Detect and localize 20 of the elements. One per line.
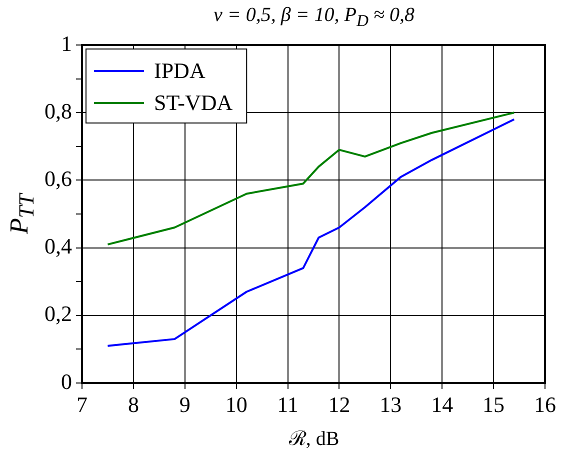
y-tick-label: 1: [61, 30, 72, 56]
x-tick-label: 13: [380, 392, 402, 417]
y-tick-label: 0: [61, 368, 72, 394]
chart-title: ν = 0,5, β = 10, P$_{D}$ ≈ 0,8: [213, 4, 415, 31]
x-tick-label: 14: [431, 392, 454, 417]
legend-label: IPDA: [154, 58, 206, 83]
legend-label: ST-VDA: [154, 90, 233, 115]
x-tick-label: 15: [482, 392, 505, 417]
x-axis-title: ℛ, dB: [288, 427, 340, 451]
x-tick-label: 12: [328, 392, 350, 417]
x-tick-label: 11: [277, 392, 298, 417]
x-tick-label: 8: [128, 392, 139, 417]
y-tick-label: 0,4: [44, 234, 72, 259]
y-tick-label: 0,8: [44, 98, 72, 124]
x-tick-label: 7: [76, 392, 88, 417]
x-tick-label: 10: [225, 392, 248, 417]
y-tick-label: 0,2: [44, 301, 72, 326]
x-tick-label: 16: [534, 392, 556, 417]
y-tick-label: 0,6: [44, 166, 72, 191]
x-tick-label: 9: [179, 392, 190, 417]
